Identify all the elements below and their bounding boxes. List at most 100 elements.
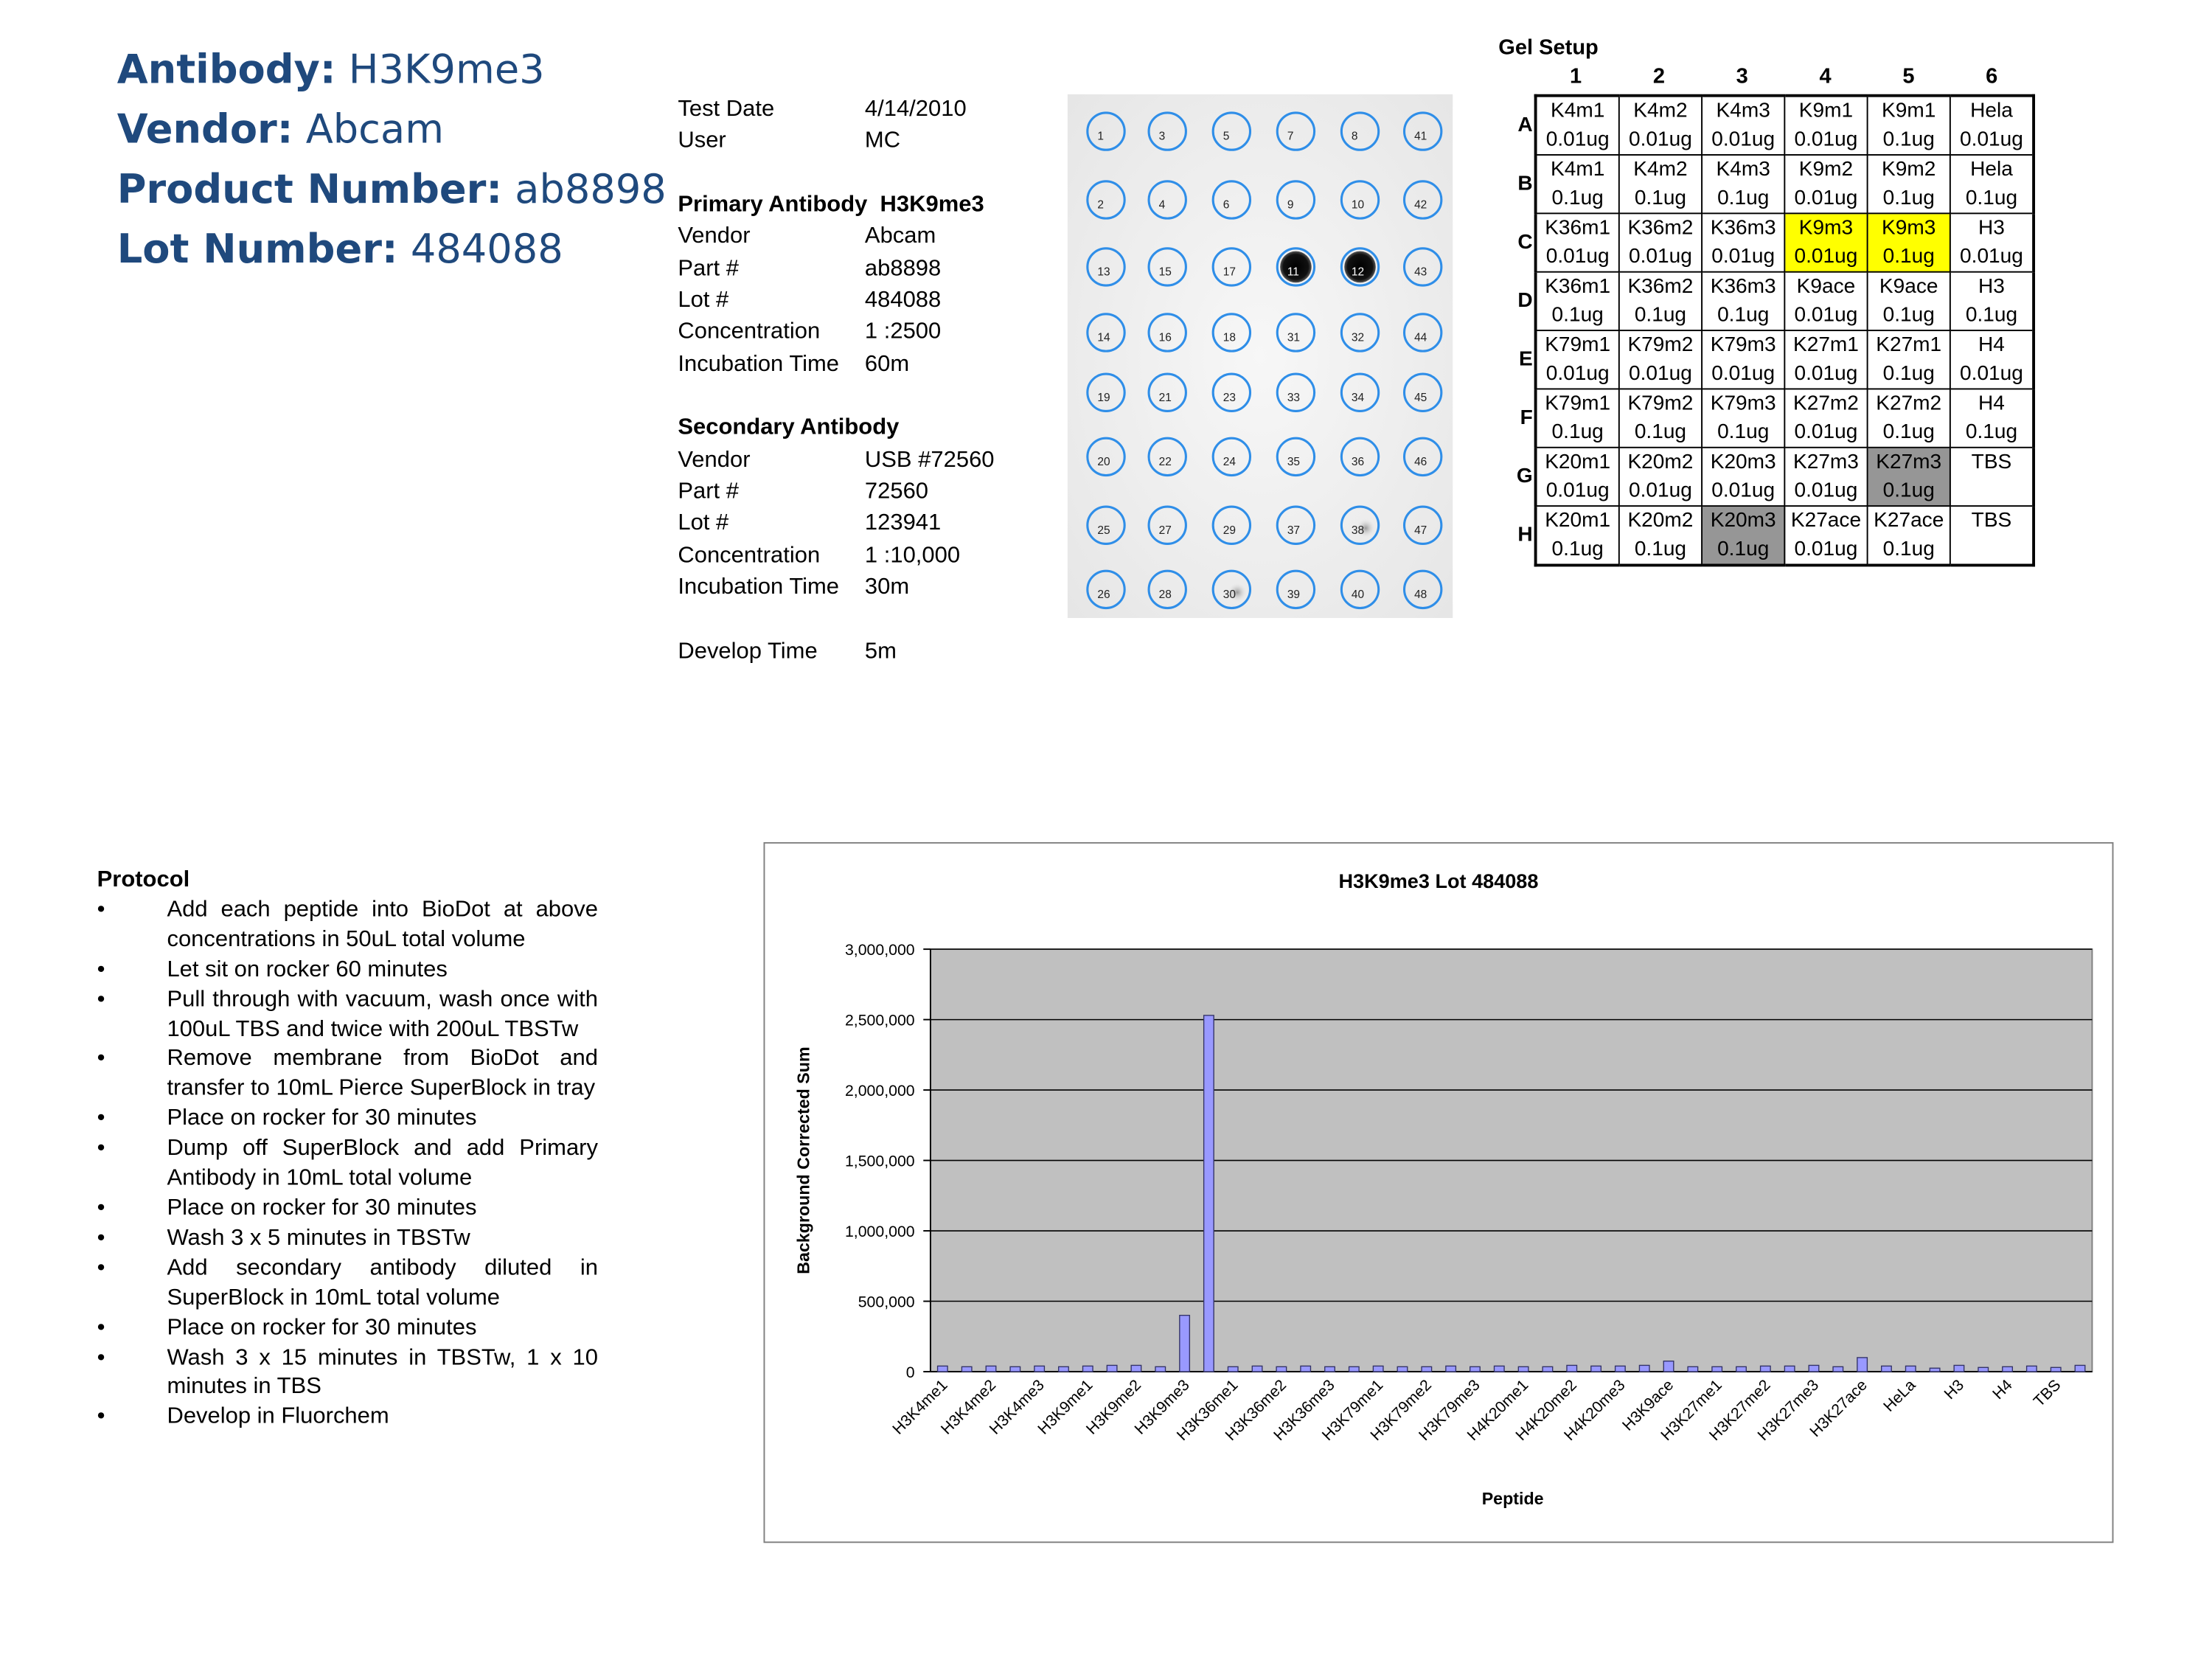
dot-well	[1086, 313, 1126, 353]
dot-well	[1086, 372, 1126, 412]
gel-cell-name: K79m1	[1545, 333, 1611, 357]
bar	[1978, 1366, 1989, 1372]
gel-cell-amount: 0.01ug	[1629, 245, 1692, 268]
bar	[1493, 1365, 1505, 1372]
dot-well	[1276, 111, 1316, 151]
gel-cell-amount: 0.01ug	[1794, 479, 1858, 503]
dot-number: 39	[1287, 588, 1300, 601]
gel-cell-amount: 0.1ug	[1965, 187, 2018, 210]
gel-cell-amount: 0.1ug	[1634, 420, 1687, 444]
info-label: Incubation Time	[678, 575, 839, 600]
gel-cell: K79m3 0.1ug	[1701, 388, 1786, 448]
dot-number: 48	[1414, 588, 1427, 601]
info-value: 60m	[864, 352, 910, 377]
gel-cell-amount: 0.1ug	[1634, 304, 1687, 327]
info-value: 4/14/2010	[864, 97, 967, 122]
gel-cell-name: K20m2	[1627, 451, 1694, 474]
gel-cell-amount: 0.1ug	[1551, 420, 1604, 444]
y-tick-label: 2,000,000	[845, 1082, 915, 1100]
gel-cell: Hela 0.01ug	[1949, 94, 2036, 156]
dot-number: 37	[1287, 524, 1300, 537]
info-value: MC	[864, 128, 901, 153]
bullet: •	[97, 1255, 105, 1280]
bar	[1832, 1366, 1844, 1372]
y-tick-label: 500,000	[858, 1293, 915, 1310]
gel-cell-amount: 0.1ug	[1882, 479, 1935, 503]
gel-cell-amount: 0.1ug	[1882, 187, 1935, 210]
protocol-text: Wash 3 x 5 minutes in TBSTw	[167, 1226, 470, 1251]
gel-cell: K9ace 0.1ug	[1866, 271, 1951, 332]
gel-cell: K36m2 0.01ug	[1618, 212, 1703, 273]
dot-number: 16	[1159, 332, 1172, 344]
info-section: Develop Time 5m	[678, 636, 994, 668]
dot-well	[1340, 313, 1380, 353]
bullet: •	[97, 1315, 105, 1340]
dot-number: 29	[1223, 524, 1236, 537]
y-axis-label: Background Corrected Sum	[793, 1046, 813, 1274]
gel-cell: K27ace 0.1ug	[1866, 505, 1951, 567]
gel-cell-amount: 0.01ug	[1545, 362, 1610, 386]
bar	[2050, 1366, 2062, 1372]
dot-number: 20	[1097, 456, 1110, 468]
protocol-text: Place on rocker for 30 minutes	[167, 1195, 477, 1220]
dot-number: 19	[1097, 392, 1110, 404]
dot-well	[1086, 505, 1126, 545]
gel-cell-amount: 0.1ug	[1717, 187, 1770, 210]
dot-number: 24	[1223, 456, 1237, 468]
bar	[2025, 1365, 2037, 1372]
dot-well	[1147, 247, 1187, 287]
gel-cell-name: K9m1	[1798, 100, 1854, 123]
bullet: •	[97, 1136, 105, 1161]
bar	[1058, 1366, 1069, 1372]
gel-cell-name: K9ace	[1879, 275, 1938, 299]
gel-cell-name: K4m1	[1551, 158, 1605, 181]
dot-number: 30	[1223, 588, 1236, 601]
gel-cell-name: K27m1	[1876, 333, 1942, 357]
gel-cell-amount: 0.1ug	[1882, 362, 1935, 386]
info-row: User MC	[678, 126, 994, 158]
info-row: Incubation Time 60m	[678, 350, 994, 381]
dot-number: 33	[1287, 392, 1300, 404]
bar	[1929, 1367, 1941, 1372]
dot-well	[1211, 505, 1252, 545]
info-row: Lot # 123941	[678, 509, 994, 541]
gel-row: H K20m1 0.1ug K20m2 0.1ug K20m3 0.1ug K27ace 0.0…	[1513, 505, 2036, 567]
gel-cell: K20m1 0.1ug	[1534, 505, 1620, 567]
protocol-item: • Place on rocker for 30 minutes	[97, 1195, 611, 1224]
dot-well	[1086, 569, 1126, 610]
gel-cell-name: K20m1	[1545, 509, 1611, 532]
dot-well	[1086, 247, 1126, 287]
gel-cell-amount	[1951, 535, 2032, 564]
gel-cell-name: K4m1	[1551, 100, 1605, 123]
bar	[985, 1365, 997, 1372]
dot-well	[1147, 505, 1187, 545]
gel-cell: K4m2 0.1ug	[1618, 154, 1703, 215]
x-axis-label: Peptide	[1482, 1489, 1544, 1508]
dot-well	[1402, 372, 1443, 412]
dot-well	[1402, 313, 1443, 353]
gel-cell-amount: 0.01ug	[1545, 128, 1610, 152]
bar	[1155, 1366, 1166, 1372]
info-section: Primary Antibody H3K9me3 Vendor Abcam Part …	[678, 190, 994, 381]
gel-cell: Hela 0.1ug	[1949, 154, 2036, 215]
info-section: Secondary Antibody Vendor USB #72560 Part #…	[678, 413, 994, 604]
dot-number: 28	[1159, 588, 1172, 601]
info-label: Vendor	[678, 448, 751, 473]
bar	[1082, 1365, 1093, 1372]
dot-well	[1276, 180, 1316, 220]
bar	[2074, 1364, 2086, 1372]
gel-cell-amount: 0.01ug	[1629, 362, 1692, 386]
dot-number: 7	[1287, 131, 1294, 143]
gel-cell: K27m2 0.01ug	[1784, 388, 1868, 448]
header-line: Antibody: H3K9me3	[117, 40, 667, 100]
dot-number: 45	[1414, 392, 1427, 404]
gel-cell: K20m2 0.1ug	[1618, 505, 1703, 567]
dot-number: 1	[1097, 131, 1104, 143]
info-label: Incubation Time	[678, 352, 839, 377]
gel-row-label: A	[1517, 114, 1533, 137]
gel-cell-name: K79m3	[1710, 392, 1776, 416]
bar	[1711, 1366, 1723, 1372]
protocol-text: Develop in Fluorchem	[167, 1405, 389, 1430]
gel-cell-name: TBS	[1971, 451, 2012, 474]
gel-cell-amount: 0.1ug	[1882, 245, 1935, 268]
